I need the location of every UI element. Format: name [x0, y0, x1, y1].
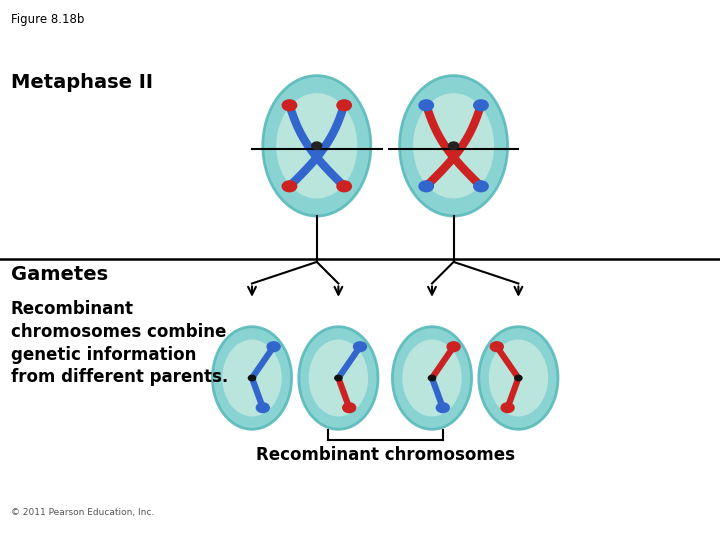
Circle shape [337, 181, 351, 192]
Circle shape [282, 181, 297, 192]
Ellipse shape [402, 340, 462, 416]
Ellipse shape [392, 327, 472, 429]
Ellipse shape [400, 76, 508, 216]
Circle shape [312, 142, 322, 150]
Ellipse shape [489, 340, 548, 416]
Circle shape [337, 100, 351, 111]
Ellipse shape [299, 327, 378, 429]
Circle shape [354, 342, 366, 352]
Circle shape [490, 342, 503, 352]
Circle shape [436, 403, 449, 413]
Circle shape [474, 181, 488, 192]
Circle shape [419, 100, 433, 111]
Text: Recombinant chromosomes: Recombinant chromosomes [256, 446, 515, 463]
Circle shape [419, 181, 433, 192]
Ellipse shape [263, 76, 371, 216]
Text: © 2011 Pearson Education, Inc.: © 2011 Pearson Education, Inc. [11, 508, 154, 517]
Circle shape [335, 375, 342, 381]
Circle shape [515, 375, 522, 381]
Circle shape [447, 342, 460, 352]
Circle shape [428, 375, 436, 381]
Circle shape [343, 403, 356, 413]
Text: Figure 8.18b: Figure 8.18b [11, 14, 84, 26]
Circle shape [248, 375, 256, 381]
Circle shape [501, 403, 514, 413]
Ellipse shape [276, 93, 357, 198]
Circle shape [267, 342, 280, 352]
Circle shape [256, 403, 269, 413]
Circle shape [474, 100, 488, 111]
Text: Metaphase II: Metaphase II [11, 73, 153, 92]
Ellipse shape [309, 340, 368, 416]
Text: Gametes: Gametes [11, 265, 108, 284]
Text: Recombinant
chromosomes combine
genetic information
from different parents.: Recombinant chromosomes combine genetic … [11, 300, 228, 387]
Circle shape [282, 100, 297, 111]
Ellipse shape [222, 340, 282, 416]
Ellipse shape [479, 327, 558, 429]
Circle shape [449, 142, 459, 150]
Ellipse shape [212, 327, 292, 429]
Ellipse shape [413, 93, 494, 198]
